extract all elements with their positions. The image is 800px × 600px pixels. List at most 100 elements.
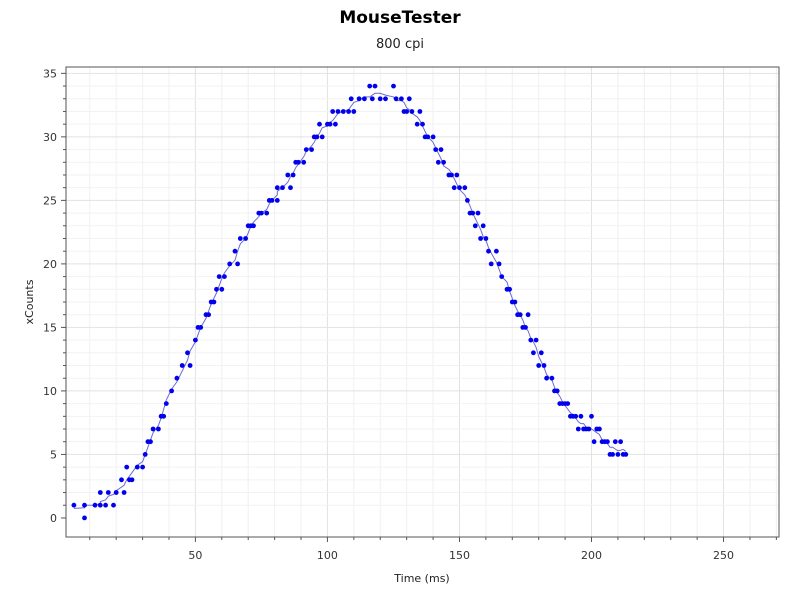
- data-point: [129, 477, 135, 483]
- data-point: [227, 261, 233, 267]
- data-point: [346, 109, 351, 114]
- data-point: [264, 210, 270, 216]
- data-point: [274, 198, 280, 203]
- data-point: [161, 413, 167, 419]
- data-point: [301, 159, 307, 165]
- data-point: [499, 274, 505, 279]
- y-tick-label: 35: [43, 67, 57, 80]
- data-point: [335, 109, 341, 114]
- chart-subtitle: 800 cpi: [376, 37, 424, 52]
- data-point: [391, 83, 396, 89]
- data-point: [134, 464, 140, 470]
- data-point: [470, 210, 476, 216]
- data-point: [362, 96, 367, 102]
- data-point: [103, 502, 108, 508]
- data-point: [348, 96, 354, 102]
- data-point: [465, 198, 470, 203]
- data-point: [536, 363, 542, 368]
- data-point: [216, 274, 222, 279]
- data-point: [193, 337, 198, 343]
- data-point: [575, 426, 581, 432]
- data-point: [430, 134, 436, 140]
- x-tick-label: 200: [581, 549, 602, 562]
- chart-title: MouseTester: [339, 8, 461, 28]
- data-point: [409, 109, 415, 114]
- data-point: [483, 236, 489, 241]
- x-tick-label: 50: [188, 549, 202, 562]
- data-point: [319, 134, 325, 140]
- data-point: [420, 121, 425, 127]
- data-point: [206, 312, 212, 318]
- data-point: [237, 236, 243, 241]
- data-point: [290, 172, 296, 178]
- data-point: [605, 439, 610, 445]
- data-point: [314, 134, 320, 140]
- data-point: [259, 210, 264, 216]
- data-point: [544, 375, 549, 381]
- data-point: [148, 439, 153, 445]
- data-point: [496, 261, 502, 267]
- data-point: [111, 502, 116, 508]
- data-point: [517, 312, 523, 318]
- data-point: [156, 426, 161, 432]
- x-axis-ticks: 50 100 150 200 250: [89, 537, 777, 562]
- data-point: [92, 502, 98, 508]
- data-point: [179, 363, 185, 368]
- data-point: [71, 502, 77, 508]
- data-point: [82, 515, 87, 521]
- y-tick-label: 25: [43, 194, 57, 207]
- y-tick-label: 20: [43, 258, 57, 271]
- data-point: [610, 452, 615, 457]
- data-point: [486, 248, 491, 254]
- data-point: [142, 452, 148, 457]
- x-axis-title: Time (ms): [393, 572, 449, 585]
- data-point: [528, 337, 534, 343]
- data-point: [414, 121, 420, 127]
- data-point: [538, 350, 544, 356]
- data-point: [198, 325, 204, 330]
- data-point: [309, 147, 314, 153]
- data-point: [612, 439, 618, 445]
- data-point: [235, 261, 241, 267]
- y-tick-label: 5: [50, 448, 57, 461]
- data-point: [280, 185, 285, 191]
- data-point: [340, 109, 346, 114]
- data-point: [288, 185, 293, 191]
- data-point: [119, 477, 124, 483]
- data-point: [417, 109, 423, 114]
- data-point: [269, 198, 275, 203]
- data-point: [549, 375, 555, 381]
- y-tick-label: 10: [43, 385, 57, 398]
- x-tick-label: 250: [713, 549, 734, 562]
- data-point: [586, 426, 592, 432]
- data-point: [274, 185, 280, 191]
- data-point: [333, 121, 338, 127]
- data-point: [243, 236, 249, 241]
- y-tick-label: 30: [43, 131, 57, 144]
- data-point: [377, 96, 383, 102]
- data-point: [372, 83, 378, 89]
- data-point: [82, 502, 87, 508]
- data-point: [618, 439, 623, 445]
- data-point: [523, 325, 528, 330]
- data-point: [406, 96, 412, 102]
- data-point: [97, 490, 103, 495]
- y-tick-label: 0: [50, 512, 57, 525]
- data-point: [219, 286, 225, 292]
- data-point: [531, 350, 536, 356]
- data-point: [425, 134, 431, 140]
- data-point: [383, 96, 388, 102]
- data-point: [187, 363, 193, 368]
- data-point: [185, 350, 190, 356]
- data-point: [327, 121, 333, 127]
- data-point: [330, 109, 336, 114]
- data-point: [285, 172, 291, 178]
- data-point: [565, 401, 571, 406]
- data-point: [589, 413, 594, 419]
- data-point: [533, 337, 539, 343]
- data-point: [121, 490, 127, 495]
- y-axis-ticks: 0 5 10 15 20 25 30 35: [43, 67, 66, 525]
- data-point: [591, 439, 597, 445]
- data-point: [623, 452, 629, 457]
